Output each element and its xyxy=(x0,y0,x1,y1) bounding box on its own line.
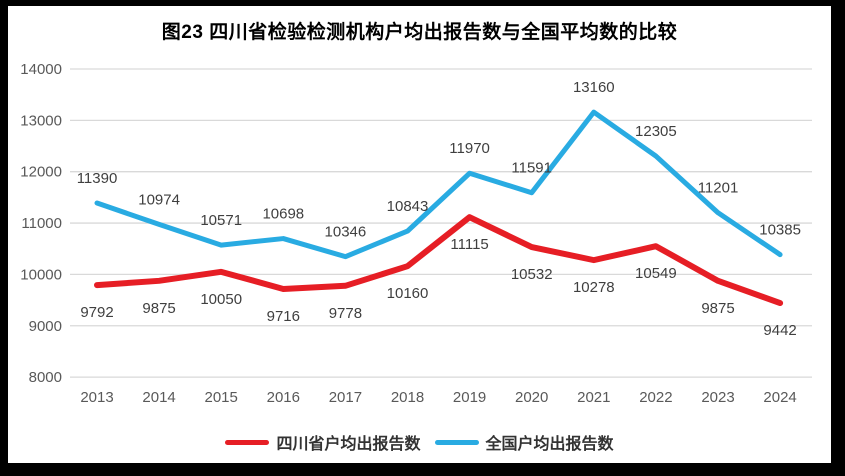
data-label: 9716 xyxy=(267,308,300,325)
data-label: 9875 xyxy=(142,300,175,317)
y-tick-label: 8000 xyxy=(29,369,62,386)
x-tick-label: 2016 xyxy=(267,389,300,406)
national-series-line xyxy=(94,109,783,260)
data-label: 9442 xyxy=(763,322,796,339)
chart-canvas: 图23 四川省检验检测机构户均出报告数与全国平均数的比较 14000 13000 1… xyxy=(8,6,831,463)
data-label: 10346 xyxy=(325,224,367,241)
data-label: 10385 xyxy=(759,222,801,239)
legend-item-sichuan: 四川省户均出报告数 xyxy=(225,430,421,454)
data-label: 11390 xyxy=(77,170,118,187)
data-label: 10160 xyxy=(387,285,429,302)
x-tick-label: 2015 xyxy=(205,389,238,406)
x-tick-label: 2020 xyxy=(515,389,548,406)
data-label: 11201 xyxy=(698,180,739,197)
y-tick-label: 14000 xyxy=(20,61,62,78)
data-label: 10532 xyxy=(511,266,553,283)
y-tick-label: 10000 xyxy=(20,266,62,283)
data-label: 12305 xyxy=(635,123,677,140)
line-chart: 14000 13000 12000 11000 10000 9000 8000 2013 201… xyxy=(20,61,812,406)
legend-item-national: 全国户均出报告数 xyxy=(434,430,614,454)
data-label: 10571 xyxy=(200,212,242,229)
data-label: 9778 xyxy=(329,305,362,322)
x-tick-label: 2019 xyxy=(453,389,486,406)
x-tick-label: 2013 xyxy=(80,389,113,406)
data-label: 10843 xyxy=(387,198,429,215)
data-label: 11591 xyxy=(511,160,552,177)
chart-title: 图23 四川省检验检测机构户均出报告数与全国平均数的比较 xyxy=(161,22,678,43)
data-label: 9875 xyxy=(701,300,734,317)
data-label: 11970 xyxy=(449,140,490,157)
data-label: 10278 xyxy=(573,279,615,296)
x-tick-label: 2014 xyxy=(142,389,175,406)
y-tick-label: 11000 xyxy=(21,215,62,232)
data-label: 10974 xyxy=(138,191,180,208)
legend-label-national: 全国户均出报告数 xyxy=(485,436,614,453)
data-label: 13160 xyxy=(573,79,615,96)
x-tick-label: 2017 xyxy=(329,389,362,406)
x-tick-label: 2018 xyxy=(391,389,424,406)
x-tick-label: 2023 xyxy=(701,389,734,406)
y-tick-label: 12000 xyxy=(20,164,62,181)
chart-legend: 四川省户均出报告数 全国户均出报告数 xyxy=(8,430,831,454)
national-line-swatch xyxy=(434,439,479,445)
y-tick-label: 9000 xyxy=(29,318,62,335)
data-label: 11115 xyxy=(450,236,488,253)
sichuan-line-swatch xyxy=(225,439,270,445)
data-label: 10698 xyxy=(262,206,304,223)
x-tick-label: 2024 xyxy=(763,389,796,406)
x-tick-label: 2022 xyxy=(639,389,672,406)
legend-label-sichuan: 四川省户均出报告数 xyxy=(276,436,421,453)
data-label: 10050 xyxy=(200,291,242,308)
data-label: 9792 xyxy=(80,304,113,321)
sichuan-series-line xyxy=(94,214,784,307)
x-tick-label: 2021 xyxy=(577,389,610,406)
y-tick-label: 13000 xyxy=(20,112,62,129)
data-label: 10549 xyxy=(635,265,677,282)
